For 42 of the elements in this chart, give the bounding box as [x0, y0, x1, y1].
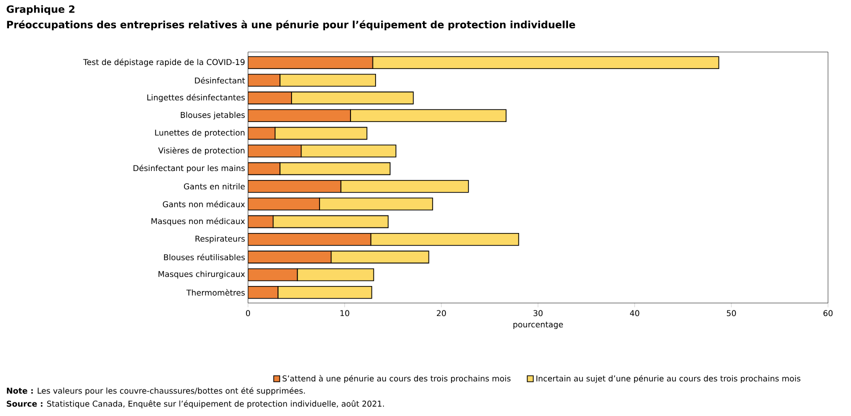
x-tick-label: 10: [340, 310, 350, 316]
chart-subtitle: Préoccupations des entreprises relatives à une pénurie pour l’équipement de protection individuelle: [7, 20, 576, 30]
bar: [248, 144, 302, 158]
y-tick-label: Thermomètres: [186, 289, 245, 296]
x-tick-label: 60: [823, 310, 833, 316]
bar: [274, 126, 368, 140]
x-tick-label: 50: [726, 310, 736, 316]
y-tick-label: Test de dépistage rapide de la COVID-19: [83, 58, 245, 67]
legend-label: Incertain au sujet d’une pénurie au cours des trois prochains mois: [536, 374, 800, 384]
x-tick-label: 40: [630, 310, 640, 316]
y-tick-label: Masques chirurgicaux: [158, 270, 245, 279]
bar: [248, 198, 320, 210]
x-axis-title: pourcentage: [513, 322, 563, 329]
legend-label: S’attend à une pénurie au cours des trois prochains mois: [282, 374, 511, 384]
text: Graphique 2: [6, 5, 74, 15]
x-tick-label: 0: [246, 310, 250, 316]
y-tick-label: Désinfectant pour les mains: [134, 164, 245, 173]
y-tick-label: Gants non médicaux: [162, 200, 245, 208]
y-tick-label: Désinfectant: [194, 77, 245, 84]
bar: [248, 250, 332, 264]
bar: [248, 180, 342, 193]
bar: [248, 232, 372, 246]
y-tick-label: Respirateurs: [196, 235, 245, 244]
text: Note : Les valeurs pour les couvre-chaussures/bottes ont été supprimées.: [6, 387, 305, 396]
y-tick-label: Gants en nitrile: [184, 183, 245, 190]
text: Source : Statistique Canada, Enquête sur l’équipement de protection individuelle, août 2021.: [6, 400, 384, 408]
bar: [248, 109, 351, 122]
y-tick-label: Visières de protection: [158, 146, 244, 156]
bar: [248, 56, 374, 70]
y-tick-label: Lunettes de protection: [155, 129, 244, 138]
y-tick-label: Lingettes désinfectantes: [147, 94, 245, 102]
bar: [248, 162, 280, 176]
x-tick-label: 30: [534, 310, 543, 316]
bar: [248, 74, 280, 87]
y-tick-label: Masques non médicaux: [151, 218, 245, 226]
y-tick-label: Blouses réutilisables: [164, 254, 245, 260]
bar: [248, 215, 274, 228]
y-tick-label: Blouses jetables: [180, 112, 245, 120]
x-tick-label: 20: [436, 310, 446, 316]
bar: [248, 92, 292, 104]
bar: [248, 126, 276, 140]
bar: [248, 268, 298, 282]
